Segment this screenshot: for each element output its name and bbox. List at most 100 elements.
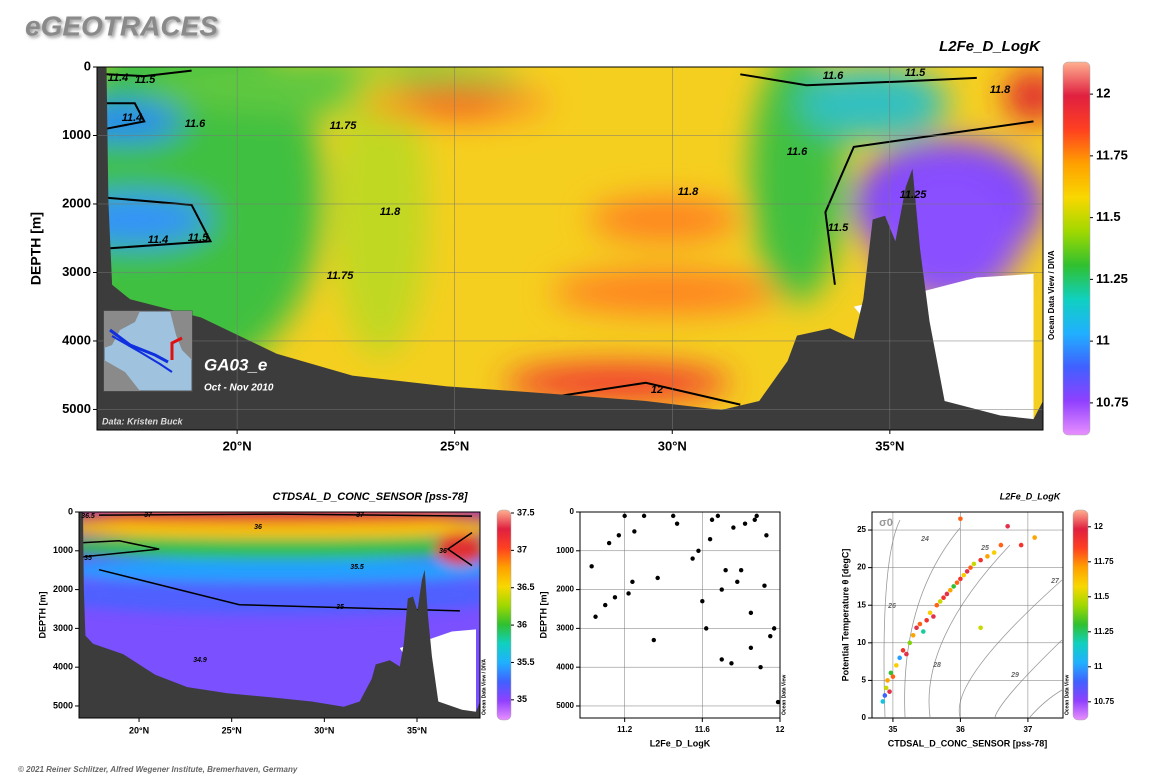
contour-label: 11.8: [678, 186, 699, 198]
x-tick-label: 35°N: [875, 438, 904, 453]
colorbar-tick-label: 10.75: [1094, 697, 1115, 706]
colorbar-tick-label: 35.5: [517, 657, 535, 667]
bathymetry: [79, 512, 480, 718]
point: [954, 580, 960, 585]
map-track: [109, 328, 169, 364]
field-blobs: [97, 67, 1043, 401]
y-tick-label: 15: [857, 600, 866, 609]
y-tick-label: 20: [857, 563, 866, 572]
point: [768, 633, 773, 639]
colorbar-tick-label: 35: [517, 694, 527, 704]
field-blobs: [79, 512, 480, 615]
map-land: [104, 311, 140, 348]
point: [729, 661, 734, 666]
point: [1018, 542, 1024, 548]
plot-frame: [96, 66, 1044, 431]
y-tick-label: 4000: [62, 332, 91, 347]
contour-label: 26: [887, 603, 896, 610]
colorbar-tick-label: 36.5: [517, 582, 535, 592]
logo: eGEOTRACES: [25, 10, 218, 41]
plot-frame: [579, 511, 781, 719]
point: [978, 625, 983, 631]
point: [738, 567, 744, 573]
y-tick-label: 1000: [556, 546, 574, 555]
contour-label: 29: [1010, 672, 1019, 679]
y-tick-label: 10: [857, 638, 866, 647]
contour-line: [79, 540, 160, 559]
y-tick-label: 0: [862, 713, 867, 722]
colorbar-tick-label: 11: [1094, 662, 1103, 671]
x-tick-label: 37: [1023, 725, 1032, 734]
contour-label: 11.6: [823, 70, 844, 82]
field-blob: [588, 197, 741, 242]
contour-label: 37: [144, 512, 153, 519]
point: [1005, 523, 1010, 529]
contour-label: 11.5: [905, 67, 926, 79]
cruise-name: GA03_e: [204, 355, 267, 374]
contour-label: 11.25: [900, 189, 928, 201]
point: [1032, 535, 1037, 540]
point: [754, 513, 759, 519]
colorbar-tick-label: 12: [1094, 522, 1103, 531]
point: [771, 626, 777, 631]
point: [951, 584, 956, 589]
point: [917, 621, 923, 627]
y-tick-label: 0: [570, 507, 575, 516]
point: [762, 583, 767, 588]
contour-label: 11.75: [330, 120, 358, 132]
plot-area: [580, 512, 780, 718]
y-tick-label: 0: [68, 506, 73, 516]
x-tick-label: 35°N: [407, 725, 427, 735]
watermark: Ocean Data View / DIVA: [481, 659, 487, 715]
colorbar: [1062, 61, 1091, 436]
field-blob: [97, 194, 211, 245]
point: [887, 689, 892, 694]
y-tick-label: 5000: [53, 700, 73, 710]
contour-label: 28: [932, 662, 941, 669]
x-tick-label: 30°N: [314, 725, 334, 735]
contour-label: 25: [980, 545, 989, 552]
contour-label: 11.75: [327, 270, 355, 282]
x-tick-label: 20°N: [223, 438, 252, 453]
field-blob: [333, 67, 429, 358]
colorbar-tick-label: 11.25: [1096, 271, 1128, 286]
contour-label: 11.8: [380, 206, 401, 218]
plot-area: [97, 67, 1043, 430]
y-tick-label: 2000: [62, 195, 91, 210]
plot-bg: [872, 512, 1063, 718]
y-tick-label: 5000: [556, 701, 574, 710]
point: [904, 651, 909, 657]
map-track: [170, 336, 183, 360]
contour-label: 11.4: [148, 234, 169, 246]
map-land: [104, 360, 140, 391]
point: [709, 517, 715, 522]
x-tick-label: 11.2: [617, 725, 633, 734]
x-tick-label: 11.6: [695, 725, 711, 734]
colorbar-tick-label: 11.5: [1096, 209, 1121, 224]
point: [690, 556, 695, 561]
colorbar-tick-label: 11.5: [1094, 592, 1110, 601]
watermark: Ocean Data View: [1064, 675, 1070, 715]
field-blob: [79, 573, 480, 615]
contour-label: 35: [336, 604, 344, 611]
plot-area: [79, 512, 480, 718]
y-tick-label: 4000: [53, 662, 73, 672]
colorbar: [496, 509, 512, 721]
plot-area: [872, 512, 1063, 718]
y-axis-label: DEPTH [m]: [28, 212, 44, 285]
contour-label: 37: [356, 512, 365, 519]
map-track: [111, 335, 173, 373]
x-axis-label: CTDSAL_D_CONC_SENSOR [pss-78]: [888, 738, 1048, 748]
point: [707, 536, 713, 542]
field-blob: [409, 94, 504, 113]
y-tick-label: 1000: [62, 127, 91, 142]
point: [910, 632, 916, 638]
point: [937, 599, 943, 604]
point: [931, 614, 936, 619]
contour-line: [740, 73, 977, 87]
contour-label: 11.6: [787, 146, 808, 158]
footer: © 2021 Reiner Schlitzer, Alfred Wegener …: [18, 765, 298, 774]
point: [671, 513, 676, 519]
field-blob: [79, 518, 480, 539]
point: [978, 557, 983, 563]
